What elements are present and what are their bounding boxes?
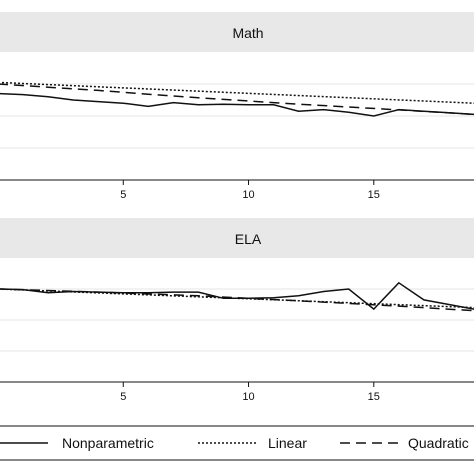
- series-linear-line: [0, 288, 474, 309]
- x-tick-label: 10: [242, 189, 254, 201]
- panel-header: [0, 218, 474, 258]
- x-tick-label: 15: [368, 391, 380, 403]
- x-tick-label: 5: [120, 189, 126, 201]
- x-axis: 5 10 15: [0, 179, 474, 201]
- series-lines: [0, 281, 474, 312]
- gridlines: [0, 288, 474, 352]
- legend-label: Quadratic: [408, 435, 469, 451]
- gridlines: [0, 83, 474, 149]
- panel-math: Math 5 10 15: [0, 12, 474, 201]
- series-quadratic-line: [0, 288, 474, 312]
- legend-label: Linear: [268, 435, 307, 451]
- series-quadratic-line: [0, 83, 474, 116]
- x-tick-label: 10: [242, 391, 254, 403]
- panel-title: ELA: [235, 231, 262, 247]
- x-tick-label: 5: [120, 391, 126, 403]
- legend-items: Nonparametric Linear Quadratic: [0, 435, 469, 451]
- legend: Nonparametric Linear Quadratic: [0, 425, 474, 461]
- series-nonparametric-line: [0, 281, 474, 311]
- series-linear-line: [0, 81, 474, 104]
- legend-label: Nonparametric: [62, 435, 154, 451]
- x-axis: 5 10 15: [0, 381, 474, 403]
- series-nonparametric-line: [0, 92, 474, 117]
- panel-header: [0, 12, 474, 52]
- panel-title: Math: [232, 25, 263, 41]
- panel-ela: ELA 5 10 15: [0, 218, 474, 403]
- series-lines: [0, 81, 474, 117]
- x-tick-label: 15: [368, 189, 380, 201]
